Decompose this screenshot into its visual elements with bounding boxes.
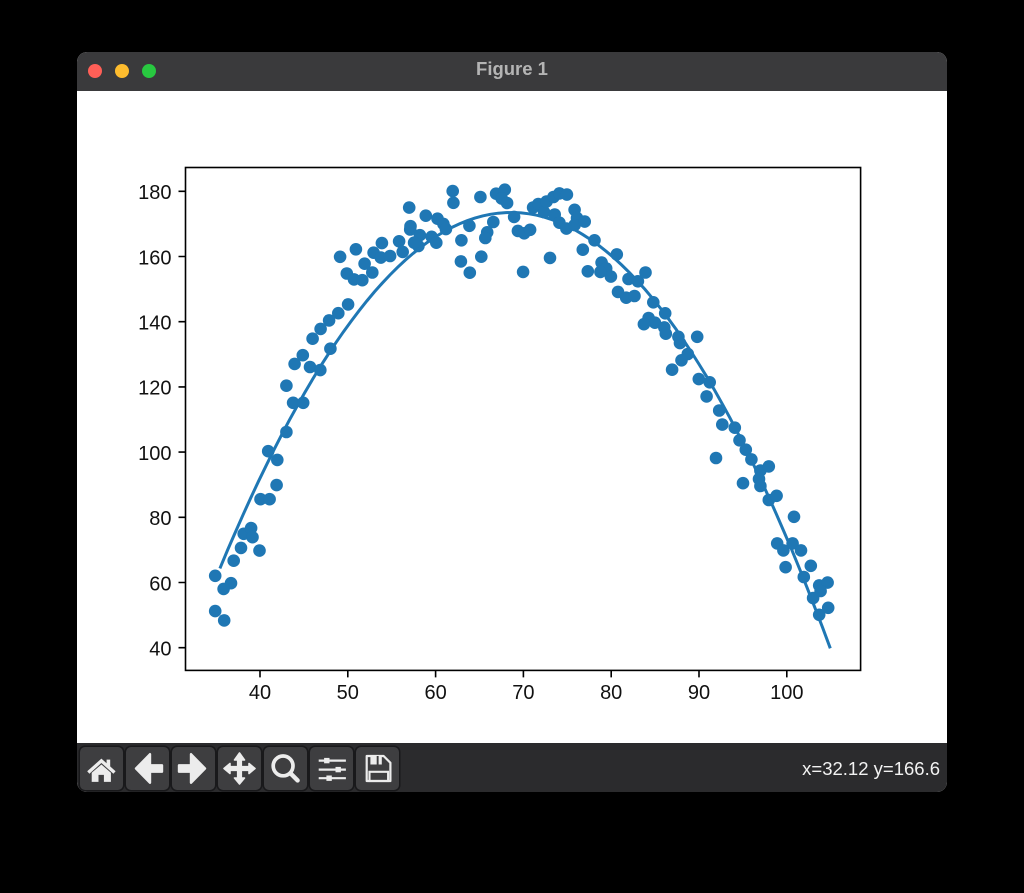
svg-text:70: 70	[512, 682, 534, 704]
svg-text:40: 40	[149, 639, 171, 661]
svg-text:80: 80	[149, 508, 171, 530]
svg-text:100: 100	[138, 443, 171, 465]
svg-text:80: 80	[600, 682, 622, 704]
svg-text:140: 140	[138, 313, 171, 335]
svg-text:50: 50	[337, 682, 359, 704]
svg-text:180: 180	[138, 182, 171, 204]
svg-text:100: 100	[770, 682, 803, 704]
svg-text:90: 90	[688, 682, 710, 704]
svg-text:160: 160	[138, 247, 171, 269]
svg-text:60: 60	[424, 682, 446, 704]
svg-text:60: 60	[149, 573, 171, 595]
svg-text:120: 120	[138, 378, 171, 400]
svg-text:40: 40	[249, 682, 271, 704]
